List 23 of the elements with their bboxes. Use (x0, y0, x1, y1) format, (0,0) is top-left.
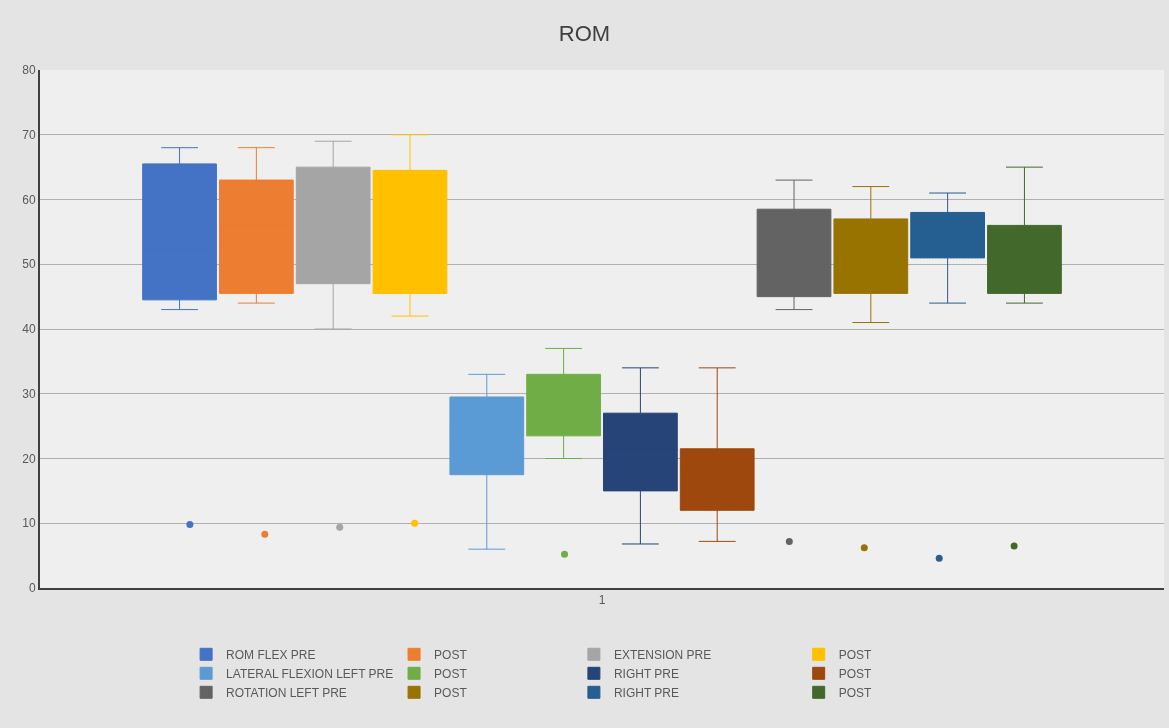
y-tick-label: 50 (22, 257, 36, 272)
y-tick-label: 10 (22, 516, 36, 531)
y-tick-label: 80 (22, 63, 36, 78)
legend-label: ROM FLEX PRE (226, 647, 316, 662)
chart-title: ROM (558, 20, 611, 46)
legend-label: ROTATION LEFT PRE (226, 685, 347, 700)
legend-label: POST (838, 666, 873, 681)
y-tick-label: 60 (22, 192, 36, 207)
x-tick-label: 1 (598, 593, 606, 608)
legend-label: POST (838, 647, 873, 662)
y-tick-label: 40 (22, 322, 36, 337)
y-tick-label: 20 (22, 451, 36, 466)
legend-label: RIGHT PRE (613, 666, 680, 681)
legend-label: POST (434, 647, 468, 662)
y-tick-label: 30 (22, 386, 36, 401)
y-tick-label: 0 (28, 581, 36, 596)
legend-label: POST (838, 685, 873, 700)
legend-label: LATERAL FLEXION LEFT PRE (226, 666, 394, 681)
legend-label: POST (434, 666, 468, 681)
legend-label: POST (434, 685, 468, 700)
legend-label: EXTENSION PRE (613, 647, 712, 662)
legend-label: RIGHT PRE (613, 685, 680, 700)
y-tick-label: 70 (22, 127, 36, 142)
